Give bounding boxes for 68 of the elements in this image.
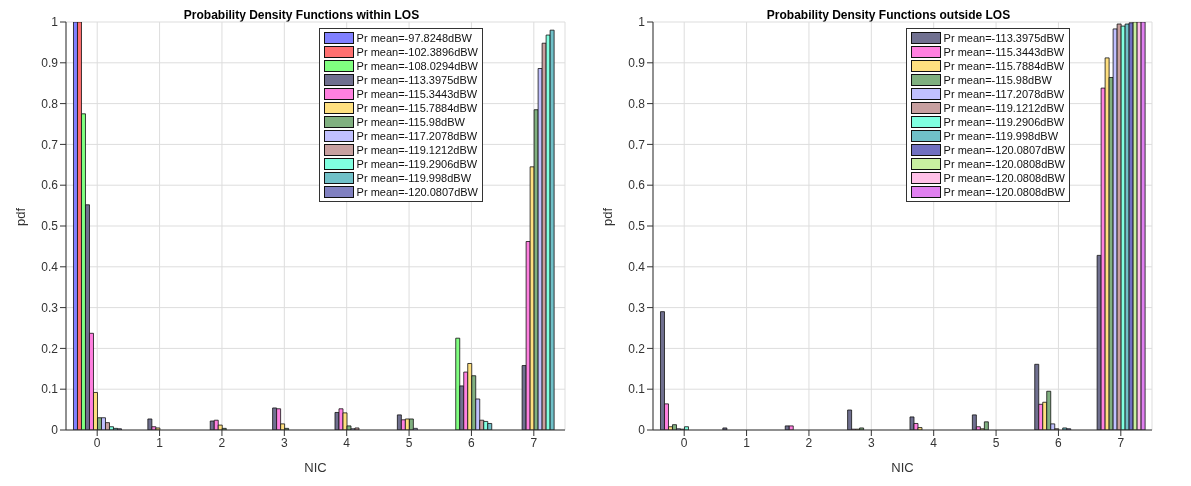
y-tick-label: 0.1 — [41, 382, 59, 397]
legend-label: Pr mean=-115.7884dBW — [943, 60, 1065, 72]
x-tick-label: 4 — [343, 435, 351, 450]
x-tick-label: 2 — [805, 435, 813, 450]
legend-label: Pr mean=-117.2078dBW — [356, 130, 478, 142]
y-tick-label: 0.9 — [41, 56, 59, 71]
x-tick-label: 2 — [218, 435, 226, 450]
x-tick-label: 1 — [156, 435, 164, 450]
y-tick-label: 1 — [638, 15, 646, 30]
legend-label: Pr mean=-120.0807dBW — [943, 144, 1065, 156]
y-tick-label: 0.3 — [628, 300, 646, 315]
legend-label: Pr mean=-120.0808dBW — [943, 172, 1065, 184]
y-tick-label: 0.1 — [628, 382, 646, 397]
y-tick-label: 0.4 — [41, 260, 59, 275]
x-tick-label: 4 — [930, 435, 938, 450]
legend-label: Pr mean=-113.3975dBW — [943, 32, 1065, 44]
y-tick-label: 1 — [51, 15, 59, 30]
legend-label: Pr mean=-119.998dBW — [943, 130, 1059, 142]
x-tick-label: 6 — [1055, 435, 1063, 450]
y-tick-label: 0.7 — [41, 137, 59, 152]
y-axis-title: pdf — [12, 207, 28, 226]
legend-label: Pr mean=-120.0808dBW — [943, 186, 1065, 198]
y-tick-label: 0.6 — [41, 178, 59, 193]
legend-label: Pr mean=-115.7884dBW — [356, 102, 478, 114]
chart-title: Probability Density Functions outside LOS — [766, 8, 1011, 22]
y-axis-title: pdf — [599, 207, 615, 226]
x-axis-title: NIC — [891, 460, 914, 475]
x-tick-label: 3 — [280, 435, 288, 450]
x-tick-label: 0 — [680, 435, 688, 450]
x-tick-label: 1 — [743, 435, 751, 450]
legend-label: Pr mean=-119.2906dBW — [356, 158, 478, 170]
legend-label: Pr mean=-115.3443dBW — [356, 88, 478, 100]
legend-label: Pr mean=-119.2906dBW — [943, 116, 1065, 128]
x-axis-title: NIC — [304, 460, 327, 475]
legend-label: Pr mean=-115.98dBW — [356, 116, 465, 128]
y-tick-label: 0.5 — [41, 219, 59, 234]
legend-label: Pr mean=-119.998dBW — [356, 172, 472, 184]
y-tick-label: 0.7 — [628, 137, 646, 152]
chart-title: Probability Density Functions within LOS — [183, 8, 420, 22]
y-tick-label: 0.2 — [41, 341, 59, 356]
x-tick-label: 5 — [992, 435, 1000, 450]
y-tick-label: 0.4 — [628, 260, 646, 275]
x-tick-label: 7 — [1117, 435, 1125, 450]
y-tick-label: 0.3 — [41, 300, 59, 315]
y-tick-label: 0 — [638, 423, 646, 438]
x-tick-label: 3 — [867, 435, 875, 450]
y-tick-label: 0.9 — [628, 56, 646, 71]
legend-label: Pr mean=-113.3975dBW — [356, 74, 478, 86]
legend-label: Pr mean=-117.2078dBW — [943, 88, 1065, 100]
legend-label: Pr mean=-108.0294dBW — [356, 60, 478, 72]
x-tick-label: 7 — [530, 435, 538, 450]
y-tick-label: 0.6 — [628, 178, 646, 193]
y-tick-label: 0.5 — [628, 219, 646, 234]
y-tick-label: 0.8 — [628, 96, 646, 111]
legend-label: Pr mean=-119.1212dBW — [356, 144, 478, 156]
y-tick-label: 0.2 — [628, 341, 646, 356]
x-tick-label: 5 — [405, 435, 413, 450]
legend-label: Pr mean=-120.0807dBW — [356, 186, 478, 198]
legend-label: Pr mean=-102.3896dBW — [356, 46, 478, 58]
legend-label: Pr mean=-115.3443dBW — [943, 46, 1065, 58]
x-tick-label: 6 — [468, 435, 476, 450]
legend-label: Pr mean=-97.8248dBW — [356, 32, 472, 44]
legend-label: Pr mean=-120.0808dBW — [943, 158, 1065, 170]
legend-label: Pr mean=-115.98dBW — [943, 74, 1052, 86]
y-tick-label: 0 — [51, 423, 59, 438]
y-tick-label: 0.8 — [41, 96, 59, 111]
x-tick-label: 0 — [93, 435, 101, 450]
legend-label: Pr mean=-119.1212dBW — [943, 102, 1065, 114]
